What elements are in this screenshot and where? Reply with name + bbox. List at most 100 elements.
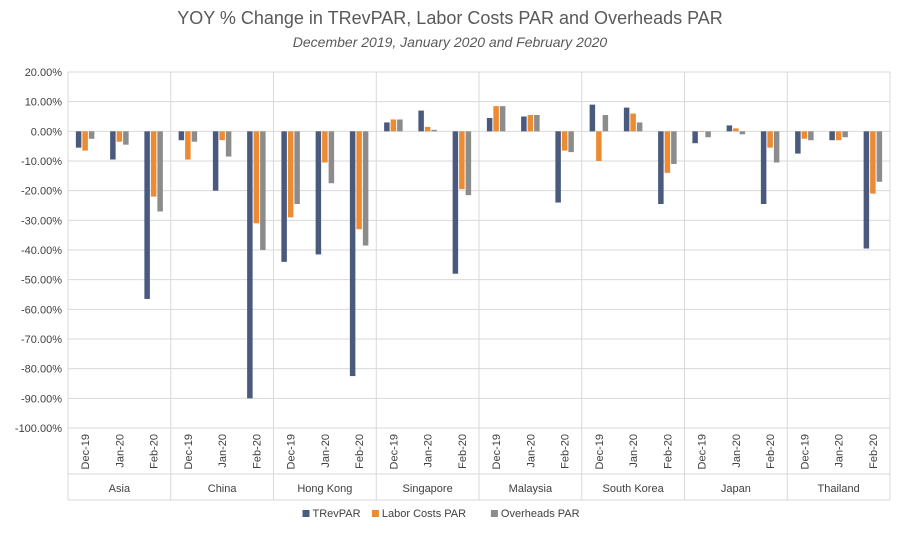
bar <box>390 119 397 132</box>
group-label: Singapore <box>403 483 453 495</box>
bar <box>294 131 300 205</box>
bar <box>157 131 163 212</box>
x-tick-label: Dec-19 <box>183 434 195 469</box>
chart-title: YOY % Change in TRevPAR, Labor Costs PAR… <box>177 8 723 28</box>
group-label: Asia <box>109 483 131 495</box>
x-tick-label: Jan-20 <box>628 434 640 468</box>
x-tick-label: Jan-20 <box>320 434 332 468</box>
bar <box>486 117 493 132</box>
bar <box>116 131 123 142</box>
bar <box>527 115 534 132</box>
group-label: Thailand <box>818 483 860 495</box>
bar <box>733 128 739 132</box>
bar <box>247 131 253 399</box>
x-tick-label: Dec-19 <box>388 434 400 469</box>
bar <box>726 125 733 132</box>
bar <box>589 104 596 132</box>
bar <box>561 131 568 151</box>
bar <box>253 131 260 224</box>
group-label: Japan <box>721 483 751 495</box>
x-tick-label: Feb-20 <box>149 434 161 469</box>
bar <box>773 131 780 163</box>
bar <box>521 116 527 132</box>
bar <box>459 131 465 190</box>
x-tick-label: Jan-20 <box>217 434 229 468</box>
y-tick-label: -10.00% <box>21 156 62 168</box>
bar <box>499 106 506 132</box>
group-label: Malaysia <box>509 483 553 495</box>
group-label: Hong Kong <box>297 483 352 495</box>
x-tick-label: Dec-19 <box>799 434 811 469</box>
x-tick-label: Feb-20 <box>868 434 880 469</box>
bar <box>185 131 191 160</box>
bar <box>82 131 88 151</box>
bar <box>705 131 711 138</box>
bar <box>876 131 883 182</box>
x-tick-label: Jan-20 <box>834 434 846 468</box>
bar <box>418 110 424 132</box>
x-tick-label: Dec-19 <box>697 434 709 469</box>
bar <box>664 131 671 173</box>
y-tick-label: 10.00% <box>25 97 63 109</box>
bar <box>322 131 328 163</box>
bar <box>842 131 848 138</box>
bar <box>287 131 294 218</box>
bar <box>795 131 801 154</box>
x-tick-label: Dec-19 <box>286 434 298 469</box>
bar <box>739 131 746 135</box>
bar <box>767 131 773 148</box>
x-tick-label: Feb-20 <box>457 434 469 469</box>
x-tick-label: Jan-20 <box>731 434 743 468</box>
bar <box>555 131 561 203</box>
bar <box>568 131 574 153</box>
legend-swatch <box>371 510 379 517</box>
x-tick-label: Feb-20 <box>662 434 674 469</box>
legend-swatch <box>490 510 498 517</box>
bar <box>88 131 95 139</box>
bar <box>452 131 459 274</box>
legend-label: TRevPAR <box>313 508 361 520</box>
bar <box>493 106 499 132</box>
bar <box>225 131 232 157</box>
x-tick-label: Feb-20 <box>354 434 366 469</box>
y-tick-label: -20.00% <box>21 186 62 198</box>
x-tick-label: Jan-20 <box>114 434 126 468</box>
bar <box>465 131 472 196</box>
bar <box>178 131 185 141</box>
x-tick-label: Dec-19 <box>80 434 92 469</box>
bar <box>144 131 150 299</box>
bar <box>863 131 870 249</box>
y-tick-label: -60.00% <box>21 304 62 316</box>
y-tick-label: 0.00% <box>31 126 62 138</box>
bar <box>212 131 219 191</box>
x-tick-label: Feb-20 <box>560 434 572 469</box>
bar <box>671 131 677 164</box>
bar <box>123 131 129 145</box>
bar <box>835 131 842 141</box>
y-tick-label: -50.00% <box>21 275 62 287</box>
bar <box>150 131 157 197</box>
bar <box>362 131 369 246</box>
bar <box>260 131 266 250</box>
bar <box>870 131 876 194</box>
bar <box>658 131 664 205</box>
bar <box>431 129 437 132</box>
y-tick-label: -70.00% <box>21 334 62 346</box>
group-label: China <box>208 483 238 495</box>
x-tick-label: Feb-20 <box>251 434 263 469</box>
bar <box>623 107 630 132</box>
bar <box>356 131 362 230</box>
bar <box>829 131 835 141</box>
bar <box>692 131 698 144</box>
bar <box>110 131 116 160</box>
y-tick-label: -90.00% <box>21 393 62 405</box>
bar <box>636 122 643 132</box>
y-tick-label: -30.00% <box>21 215 62 227</box>
legend-swatch <box>302 510 310 517</box>
bar <box>219 131 225 141</box>
bar <box>75 131 82 148</box>
bar <box>760 131 767 205</box>
bar <box>328 131 335 184</box>
